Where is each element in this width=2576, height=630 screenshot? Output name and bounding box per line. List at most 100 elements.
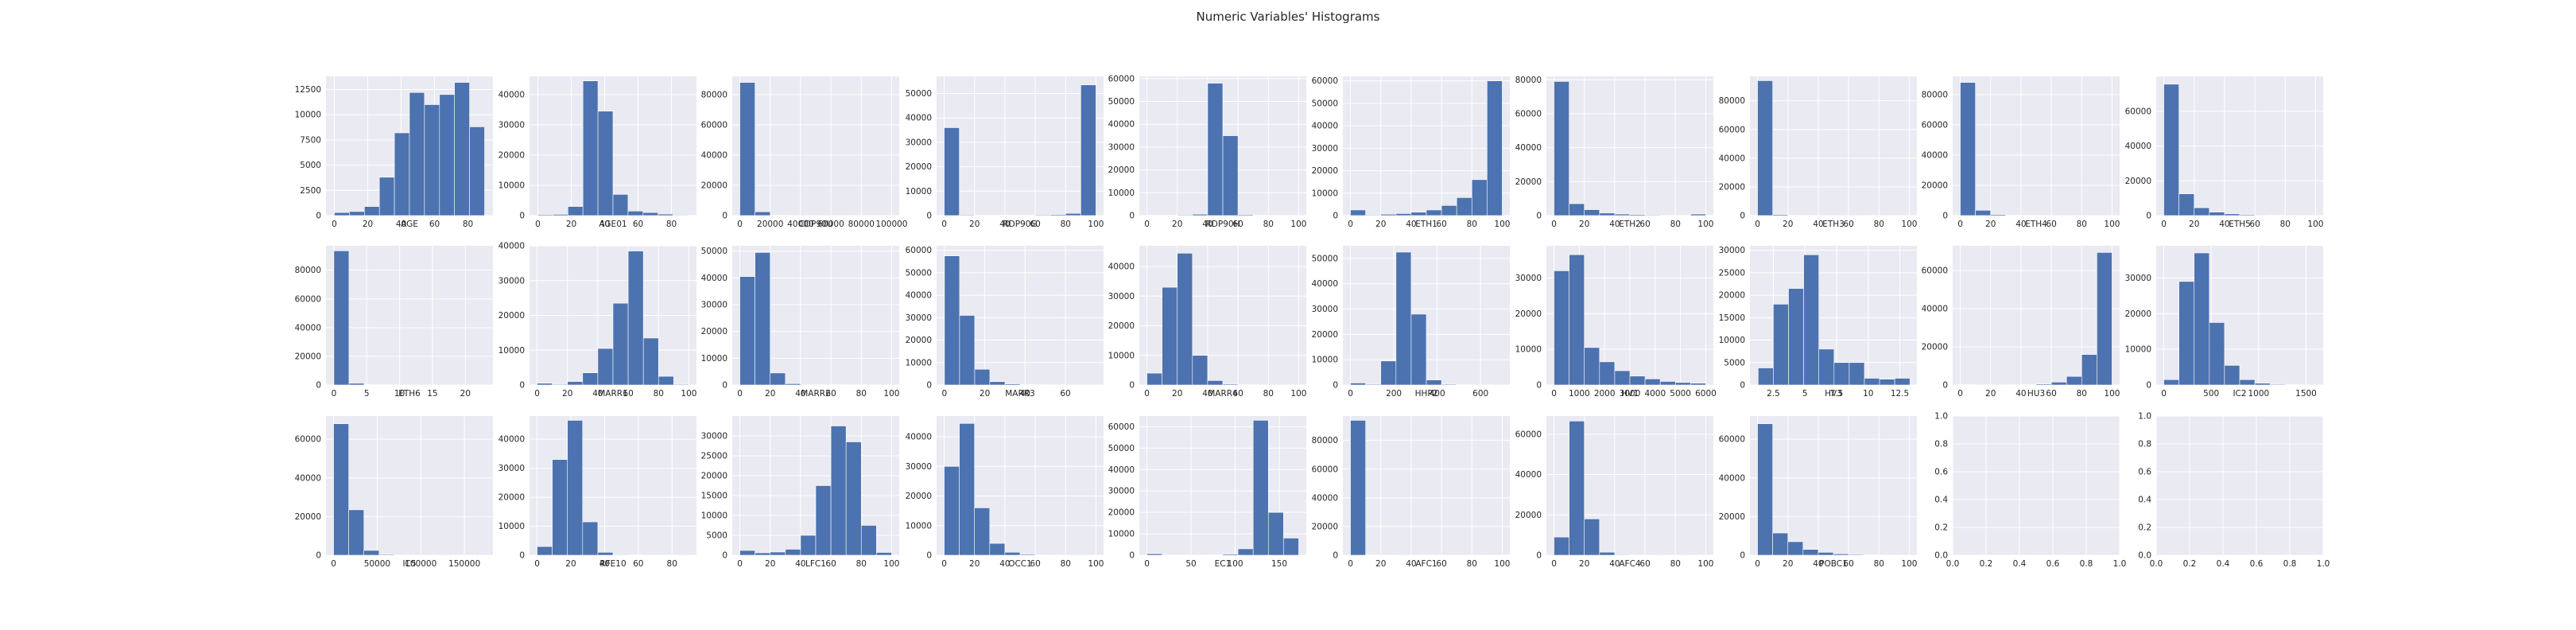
histogram-bar [378, 554, 395, 556]
x-tick-label: 40 [999, 220, 1010, 229]
x-tick-label: 80 [1874, 559, 1884, 569]
y-tick-label: 20000 [906, 492, 932, 501]
histogram-bar [597, 552, 614, 556]
histogram-bar [1990, 214, 2007, 216]
x-tick-label: 80 [1263, 389, 1274, 399]
histogram-bar [944, 127, 960, 216]
y-tick-label: 40000 [1922, 150, 1948, 160]
y-tick-label: 0 [2146, 212, 2151, 221]
histogram-bar [1644, 214, 1661, 216]
y-tick-label: 0 [1333, 212, 1338, 221]
histogram-bar [469, 126, 485, 216]
histogram-bar [1644, 379, 1661, 386]
x-tick-label: 400 [1430, 389, 1445, 399]
histogram-bar [1426, 379, 1442, 386]
histogram-bar [1192, 355, 1208, 386]
histogram-bar [1599, 212, 1616, 216]
y-tick-label: 20000 [2125, 309, 2151, 319]
histogram-bar [1252, 215, 1269, 216]
histogram-bar [1365, 554, 1382, 556]
x-tick-label: 600 [1472, 389, 1488, 399]
x-tick-label: 50000 [364, 559, 390, 569]
histogram-bar [1960, 82, 1976, 216]
x-tick-label: 100 [1290, 220, 1306, 229]
x-tick-label: 20 [1985, 389, 1996, 399]
x-tick-label: 80 [463, 220, 473, 229]
x-tick-label: 3000 [1620, 389, 1641, 399]
histogram-bar [1177, 214, 1193, 216]
y-tick-label: 20000 [701, 472, 727, 481]
histogram-bar [2209, 322, 2225, 386]
y-tick-label: 15000 [1719, 313, 1745, 323]
histogram-bar [845, 441, 862, 556]
histogram-bar [1019, 384, 1036, 386]
y-tick-label: 10000 [2125, 345, 2151, 355]
y-tick-label: 40000 [1108, 120, 1135, 130]
x-tick-label: 60 [1843, 220, 1853, 229]
histogram-bar [739, 550, 755, 556]
y-tick-label: 60000 [1719, 435, 1745, 445]
histogram-bar [2178, 281, 2195, 386]
x-tick-label: 20 [1579, 559, 1589, 569]
y-tick-label: 0 [926, 381, 932, 391]
x-tick-label: 40 [1813, 559, 1823, 569]
subplot-afc1: 0 20 40 60 80 100 0 20000 40000 60000 80000 AFC1 [1312, 416, 1510, 569]
histogram-bar [2005, 215, 2022, 216]
x-axis-label: ETH1 [1415, 220, 1437, 229]
x-tick-label: 80 [1874, 220, 1884, 229]
y-tick-label: 40000 [499, 90, 525, 99]
y-tick-label: 20000 [1108, 165, 1135, 175]
subplot-hhp2: 0 200 400 600 0 10000 20000 30000 40000 50000 HHP2 [1312, 246, 1510, 399]
histogram-bar [1614, 370, 1631, 386]
histogram-bar [1554, 270, 1569, 386]
subplot-eth1: 0 20 40 60 80 100 0 10000 20000 30000 40000 50000 60… [1312, 76, 1510, 229]
x-tick-label: 500 [2203, 389, 2219, 399]
histogram-bar [597, 348, 614, 386]
y-tick-label: 0 [1740, 212, 1745, 221]
histogram-bar [989, 381, 1006, 386]
histogram-bar [1849, 362, 1865, 386]
histogram-bar [1599, 361, 1616, 386]
histogram-bar [1554, 536, 1569, 556]
y-tick-label: 40000 [906, 291, 932, 301]
histogram-bar [815, 485, 832, 556]
y-tick-label: 30000 [701, 432, 727, 441]
x-tick-label: 20 [566, 220, 576, 229]
x-axis-label: AGE01 [599, 220, 627, 229]
histogram-bar [363, 206, 380, 216]
x-tick-label: 2000 [1594, 389, 1616, 399]
x-tick-label: 60 [1436, 559, 1446, 569]
x-tick-label: 20 [1783, 559, 1793, 569]
histogram-bar [1222, 135, 1239, 216]
x-tick-label: 0 [1144, 559, 1150, 569]
subplot-ic5: 0 50000 100000 150000 0 20000 40000 60000 IC5 [295, 416, 493, 569]
x-axis-label: AGE [401, 220, 418, 229]
histogram-bar [1410, 313, 1427, 386]
histogram-bar [409, 91, 425, 216]
axes-background [1953, 76, 2120, 216]
histogram-bar [1267, 511, 1284, 556]
y-tick-label: 5000 [706, 531, 727, 541]
y-tick-label: 30000 [1312, 305, 1338, 314]
x-tick-label: 20 [1375, 559, 1386, 569]
y-tick-label: 50000 [701, 247, 727, 256]
y-tick-label: 60000 [1108, 74, 1135, 84]
subplot-empty-28: 0.0 0.2 0.4 0.6 0.8 1.0 0.0 0.2 0.4 0.6 0.8 1.0 [1934, 412, 2126, 570]
y-tick-label: 40000 [1719, 473, 1745, 483]
histogram-bar [1162, 215, 1178, 216]
y-tick-label: 80000 [1922, 90, 1948, 99]
histogram-bar [1441, 383, 1457, 386]
y-tick-label: 10000 [906, 358, 932, 368]
histogram-bar [974, 368, 991, 386]
x-axis-label: EC1 [1215, 559, 1232, 569]
histogram-bar [755, 552, 771, 556]
y-tick-label: 0 [316, 212, 321, 221]
y-tick-label: 60000 [1515, 109, 1542, 119]
y-tick-label: 20000 [1515, 511, 1542, 520]
x-tick-label: 60 [2046, 220, 2056, 229]
histogram-bar [1554, 81, 1569, 216]
histogram-bar [1487, 80, 1503, 216]
y-tick-label: 0 [722, 212, 727, 221]
histogram-bar [363, 384, 380, 386]
y-tick-label: 0.0 [2138, 551, 2151, 561]
